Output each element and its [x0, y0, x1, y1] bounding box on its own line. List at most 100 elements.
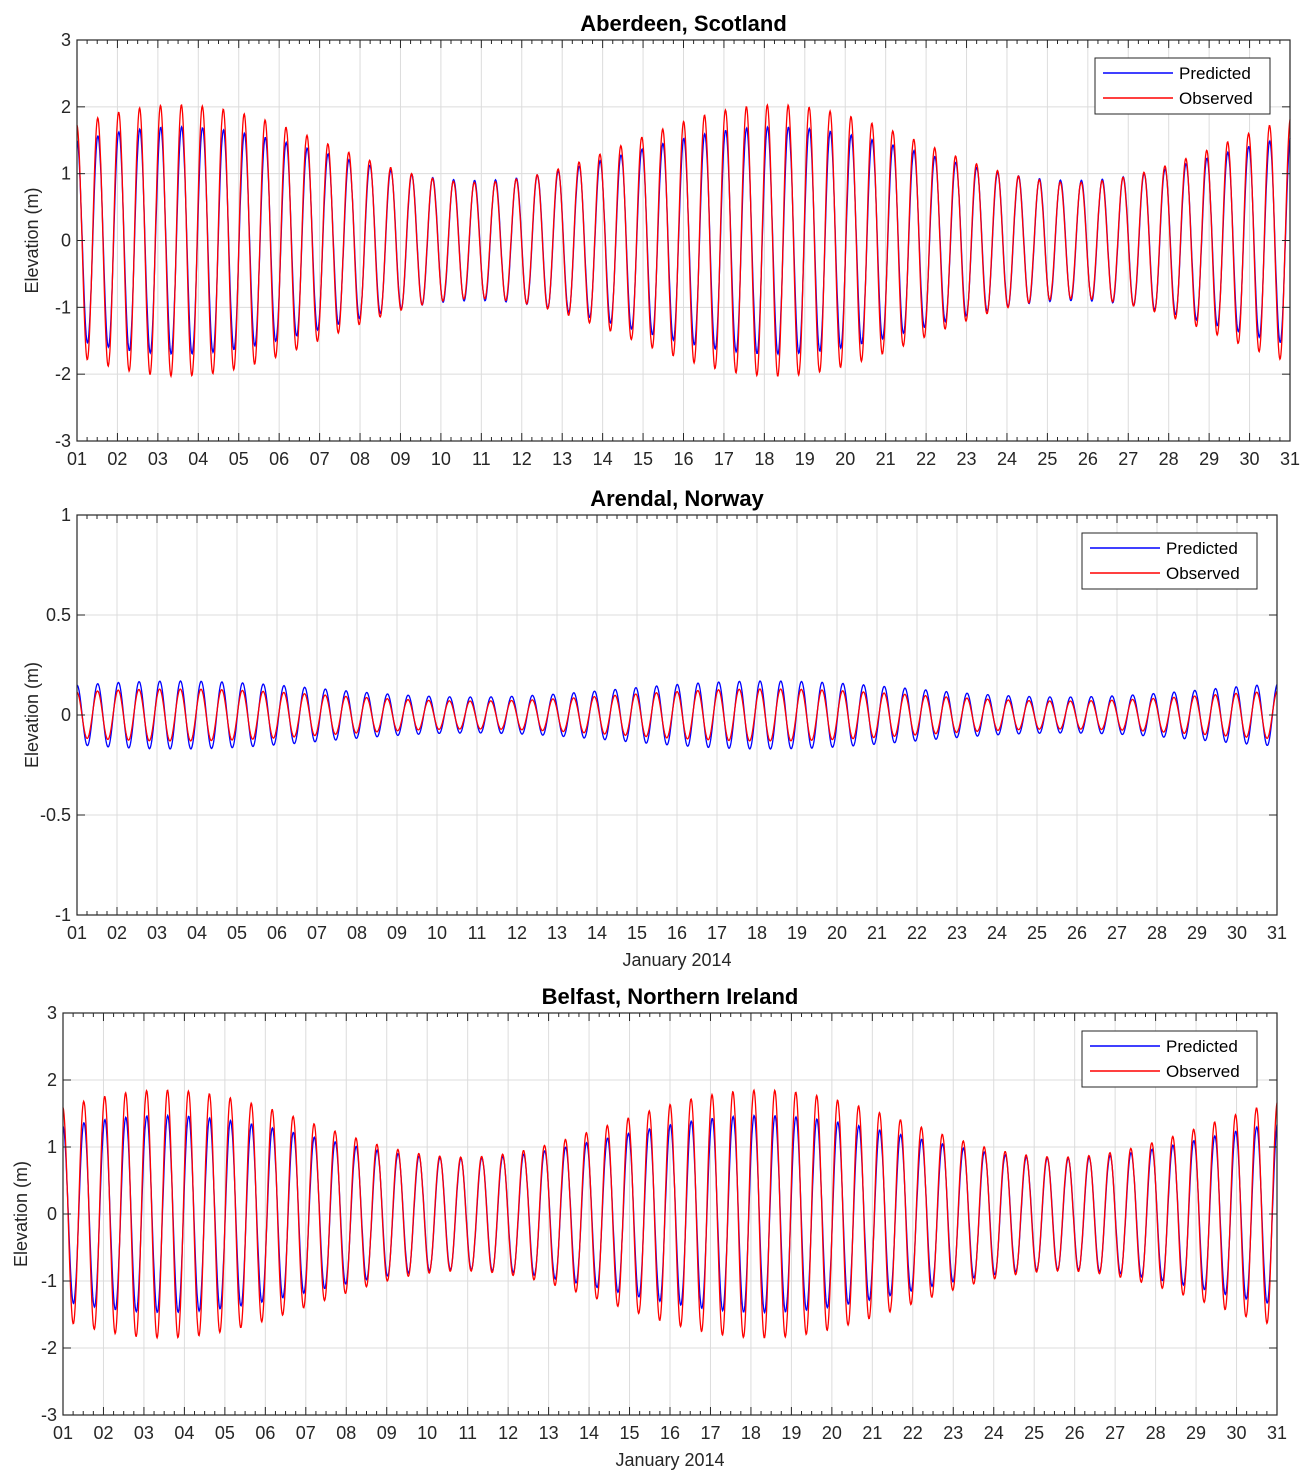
legend-box	[1094, 57, 1271, 115]
x-tick-label: 26	[1067, 923, 1087, 943]
x-tick-label: 24	[984, 1423, 1004, 1443]
x-tick-label: 18	[747, 923, 767, 943]
x-tick-label: 07	[310, 449, 330, 469]
x-tick-label: 04	[174, 1423, 194, 1443]
x-tick-label: 23	[947, 923, 967, 943]
y-axis-label: Elevation (m)	[22, 187, 42, 293]
y-tick-label: -2	[55, 364, 71, 384]
y-axis-label: Elevation (m)	[22, 662, 42, 768]
x-tick-label: 09	[387, 923, 407, 943]
y-tick-label: 3	[61, 30, 71, 50]
y-tick-label: 3	[47, 1003, 57, 1023]
x-tick-label: 19	[787, 923, 807, 943]
y-tick-label: -2	[41, 1338, 57, 1358]
y-tick-label: -1	[55, 297, 71, 317]
x-tick-label: 07	[307, 923, 327, 943]
legend: Predicted Observed	[1081, 532, 1258, 590]
x-tick-label: 01	[53, 1423, 73, 1443]
x-axis-label: January 2014	[622, 950, 731, 970]
x-tick-label: 10	[427, 923, 447, 943]
x-tick-label: 14	[587, 923, 607, 943]
y-tick-label: -3	[55, 431, 71, 451]
legend-box	[1081, 1030, 1258, 1088]
x-tick-label: 15	[620, 1423, 640, 1443]
x-tick-label: 12	[507, 923, 527, 943]
x-tick-label: 08	[336, 1423, 356, 1443]
legend-observed-label: Observed	[1166, 1062, 1240, 1081]
x-tick-label: 02	[107, 449, 127, 469]
x-tick-label: 19	[795, 449, 815, 469]
legend: Predicted Observed	[1081, 1030, 1258, 1088]
x-tick-label: 10	[417, 1423, 437, 1443]
y-axis-label: Elevation (m)	[11, 1161, 31, 1267]
x-tick-label: 08	[347, 923, 367, 943]
x-tick-label: 11	[458, 1423, 477, 1443]
chart-2: 01 02 03 04 05 06 07 08 09 10 11 12 13 14 15 16 17 18 19 20…	[22, 486, 1287, 970]
legend-predicted-label: Predicted	[1166, 1037, 1238, 1056]
y-tick-label: 1	[61, 164, 71, 184]
x-tick-label: 28	[1146, 1423, 1166, 1443]
x-tick-label: 01	[67, 449, 87, 469]
chart-title: Arendal, Norway	[590, 486, 764, 511]
x-tick-label: 16	[660, 1423, 680, 1443]
x-tick-label: 23	[943, 1423, 963, 1443]
x-tick-label: 15	[633, 449, 653, 469]
x-tick-label: 21	[867, 923, 887, 943]
legend-observed-label: Observed	[1179, 89, 1253, 108]
x-tick-label: 14	[593, 449, 613, 469]
x-tick-label: 19	[781, 1423, 801, 1443]
chart-title: Aberdeen, Scotland	[580, 11, 787, 36]
x-tick-label: 14	[579, 1423, 599, 1443]
x-tick-label: 23	[957, 449, 977, 469]
y-tick-label: -1	[55, 905, 71, 925]
x-tick-label: 20	[835, 449, 855, 469]
x-tick-label: 31	[1280, 449, 1300, 469]
legend-box	[1081, 532, 1258, 590]
y-tick-label: 0	[61, 705, 71, 725]
x-tick-label: 27	[1107, 923, 1127, 943]
x-tick-label: 02	[93, 1423, 113, 1443]
x-tick-label: 22	[903, 1423, 923, 1443]
y-tick-label: -0.5	[40, 805, 71, 825]
x-tick-label: 26	[1065, 1423, 1085, 1443]
x-tick-label: 12	[498, 1423, 518, 1443]
x-tick-label: 28	[1147, 923, 1167, 943]
x-tick-label: 20	[822, 1423, 842, 1443]
x-tick-label: 13	[539, 1423, 559, 1443]
x-tick-label: 22	[907, 923, 927, 943]
x-tick-label: 03	[147, 923, 167, 943]
x-tick-label: 08	[350, 449, 370, 469]
x-tick-label: 06	[267, 923, 287, 943]
x-tick-label: 07	[296, 1423, 316, 1443]
x-tick-label: 15	[627, 923, 647, 943]
x-tick-label: 16	[667, 923, 687, 943]
x-tick-label: 28	[1159, 449, 1179, 469]
x-tick-label: 17	[707, 923, 727, 943]
x-tick-label: 24	[987, 923, 1007, 943]
x-tick-label: 17	[700, 1423, 720, 1443]
x-tick-label: 06	[255, 1423, 275, 1443]
x-tick-label: 10	[431, 449, 451, 469]
x-tick-label: 04	[187, 923, 207, 943]
x-tick-label: 09	[377, 1423, 397, 1443]
x-tick-label: 25	[1037, 449, 1057, 469]
x-tick-label: 29	[1199, 449, 1219, 469]
y-tick-label: 0	[47, 1204, 57, 1224]
x-tick-label: 30	[1227, 923, 1247, 943]
x-tick-label: 27	[1105, 1423, 1125, 1443]
y-tick-label: 1	[61, 505, 71, 525]
x-tick-label: 21	[876, 449, 896, 469]
x-tick-label: 25	[1027, 923, 1047, 943]
x-tick-label: 18	[754, 449, 774, 469]
y-tick-label: 0	[61, 231, 71, 251]
y-tick-label: 1	[47, 1137, 57, 1157]
x-tick-label: 05	[227, 923, 247, 943]
legend-observed-label: Observed	[1166, 564, 1240, 583]
y-tick-label: -1	[41, 1271, 57, 1291]
y-tick-label: 2	[61, 97, 71, 117]
x-tick-label: 01	[67, 923, 87, 943]
x-tick-label: 13	[547, 923, 567, 943]
x-tick-label: 18	[741, 1423, 761, 1443]
x-tick-label: 05	[229, 449, 249, 469]
x-tick-label: 31	[1267, 1423, 1287, 1443]
